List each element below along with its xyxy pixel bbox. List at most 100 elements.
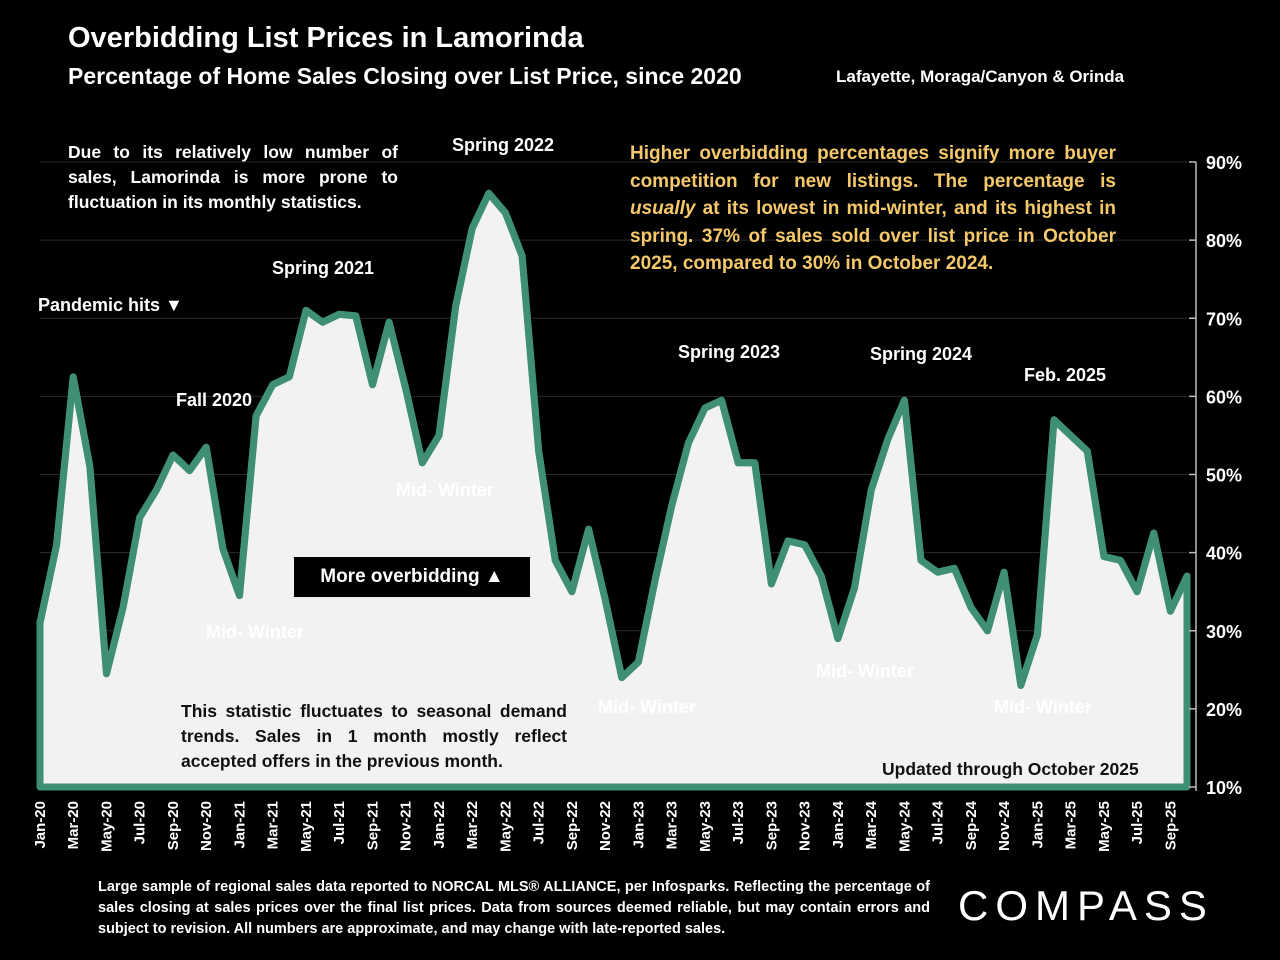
data-point (703, 406, 707, 410)
chart-title: Overbidding List Prices in Lamorinda (68, 22, 584, 54)
x-tick-label: Sep-20 (165, 801, 182, 850)
data-point (387, 320, 391, 324)
data-point (105, 672, 109, 676)
x-tick-label: Sep-23 (763, 801, 780, 850)
annotation-feb-2025: Feb. 2025 (1024, 365, 1107, 385)
data-point (836, 637, 840, 641)
data-point (304, 308, 308, 312)
data-point (55, 543, 59, 547)
x-tick-label: May-23 (697, 801, 714, 852)
x-tick-label: Jul-23 (730, 801, 747, 844)
y-tick-label: 60% (1206, 387, 1242, 407)
explanation-text-start: Higher overbidding percentages signify m… (630, 143, 1116, 192)
x-tick-label: Jan-21 (232, 801, 249, 849)
data-point (720, 398, 724, 402)
x-tick-label: Jul-24 (930, 800, 947, 844)
data-point (188, 469, 192, 473)
annotation-spring-2024: Spring 2024 (870, 344, 973, 364)
data-point (354, 314, 358, 318)
x-tick-label: Mar-25 (1063, 801, 1080, 849)
x-tick-label: Jan-20 (32, 801, 49, 849)
annotation-pandemic: Pandemic hits ▼ (38, 295, 183, 315)
x-tick-label: Nov-22 (597, 801, 614, 851)
data-point (437, 433, 441, 437)
data-point (88, 465, 92, 469)
x-tick-label: Nov-20 (198, 801, 215, 851)
overbidding-explanation: Higher overbidding percentages signify m… (630, 140, 1116, 278)
data-point (969, 605, 973, 609)
data-point (869, 488, 873, 492)
data-point (919, 558, 923, 562)
x-tick-label: Jan-22 (431, 801, 448, 849)
annotation-mid-winter-2025: Mid- Winter (994, 697, 1092, 717)
y-tick-label: 90% (1206, 153, 1242, 173)
region-label: Lafayette, Moraga/Canyon & Orinda (836, 67, 1125, 86)
x-tick-label: Nov-24 (996, 800, 1013, 851)
data-point (853, 586, 857, 590)
data-point (371, 383, 375, 387)
data-point (171, 453, 175, 457)
annotation-spring-2023: Spring 2023 (678, 342, 781, 362)
x-tick-label: Jan-23 (630, 801, 647, 849)
data-point (736, 461, 740, 465)
series-line (36, 189, 1191, 689)
data-point (1168, 609, 1172, 613)
annotation-spring-2021: Spring 2021 (272, 258, 375, 278)
data-point (753, 461, 757, 465)
annotation-spring-2022: Spring 2022 (452, 135, 555, 155)
data-point (1085, 449, 1089, 453)
data-point (404, 387, 408, 391)
annotation-mid-winter-2022: Mid- Winter (396, 480, 494, 500)
data-point (321, 320, 325, 324)
source-footnote: Large sample of regional sales data repo… (98, 879, 930, 937)
data-point (769, 582, 773, 586)
x-tick-label: Nov-23 (797, 801, 814, 851)
data-point (204, 445, 208, 449)
explanation-text-end: at its lowest in mid-winter, and its hig… (630, 198, 1116, 274)
y-tick-label: 30% (1206, 622, 1242, 642)
data-point (1069, 433, 1073, 437)
data-point (238, 594, 242, 598)
x-tick-label: May-21 (298, 801, 315, 852)
x-tick-label: Jul-21 (331, 801, 348, 844)
x-tick-label: Mar-23 (664, 801, 681, 849)
data-point (952, 566, 956, 570)
data-point (1185, 574, 1189, 578)
data-point (553, 558, 557, 562)
data-point (636, 660, 640, 664)
data-point (121, 605, 125, 609)
x-tick-label: Jul-20 (132, 801, 149, 844)
x-tick-label: Sep-21 (365, 801, 382, 850)
data-point (936, 570, 940, 574)
data-point (454, 305, 458, 309)
data-point (886, 437, 890, 441)
data-point (653, 578, 657, 582)
y-tick-label: 50% (1206, 466, 1242, 486)
x-tick-label: Sep-24 (963, 800, 980, 850)
x-tick-label: Mar-24 (863, 800, 880, 849)
data-point (138, 516, 142, 520)
data-point (503, 211, 507, 215)
x-tick-label: Mar-20 (65, 801, 82, 849)
data-point (520, 254, 524, 258)
x-tick-label: Jan-24 (830, 800, 847, 848)
data-point (1019, 683, 1023, 687)
y-tick-label: 80% (1206, 231, 1242, 251)
data-point (1035, 633, 1039, 637)
x-tick-label: Mar-21 (265, 801, 282, 849)
fluctuation-note: Due to its relatively low number of sale… (68, 142, 398, 212)
data-point (1152, 531, 1156, 535)
data-point (786, 539, 790, 543)
data-point (420, 461, 424, 465)
data-point (537, 449, 541, 453)
more-overbidding-badge: More overbidding ▲ (294, 557, 530, 597)
x-tick-label: Jul-25 (1129, 801, 1146, 844)
y-tick-label: 20% (1206, 700, 1242, 720)
x-tick-label: Sep-25 (1162, 801, 1179, 850)
data-point (154, 488, 158, 492)
data-point (686, 441, 690, 445)
data-point (603, 598, 607, 602)
data-point (1119, 558, 1123, 562)
data-point (287, 375, 291, 379)
